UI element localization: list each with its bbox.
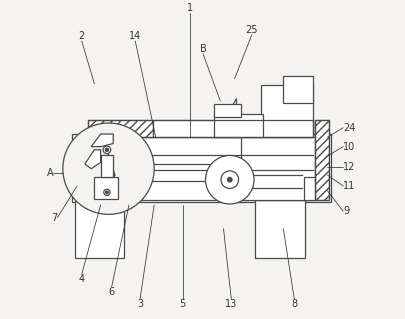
Text: 9: 9 (342, 206, 348, 216)
Bar (247, 120, 313, 137)
Circle shape (227, 177, 231, 182)
Circle shape (105, 148, 108, 152)
Bar (88, 120, 313, 137)
Text: 25: 25 (245, 25, 258, 35)
Circle shape (104, 189, 110, 196)
Text: 24: 24 (342, 123, 355, 133)
Bar (136, 164, 224, 181)
Bar (283, 76, 313, 102)
Bar (314, 120, 328, 200)
Text: 6: 6 (108, 287, 115, 297)
Text: 8: 8 (290, 300, 297, 309)
Bar (240, 137, 314, 200)
Bar (100, 154, 113, 176)
Polygon shape (85, 150, 100, 169)
Polygon shape (213, 98, 235, 137)
Bar (213, 114, 262, 137)
Circle shape (205, 155, 254, 204)
Bar (152, 120, 247, 137)
Circle shape (220, 171, 238, 189)
Circle shape (103, 146, 111, 153)
Circle shape (105, 191, 108, 194)
Bar (72, 134, 330, 202)
Bar (88, 120, 152, 137)
Text: 12: 12 (342, 162, 355, 172)
Text: 10: 10 (342, 142, 354, 152)
Text: A: A (47, 168, 53, 178)
Text: 7: 7 (51, 212, 58, 223)
Text: 2: 2 (79, 31, 85, 41)
Bar (261, 85, 313, 137)
Text: 5: 5 (179, 300, 185, 309)
Bar (94, 176, 118, 199)
Text: 11: 11 (342, 181, 354, 191)
Bar (314, 120, 328, 200)
Text: B: B (199, 44, 206, 54)
Bar (254, 200, 305, 258)
Circle shape (63, 123, 154, 214)
Bar (88, 137, 313, 200)
Text: 1: 1 (187, 3, 193, 13)
Bar (213, 104, 240, 117)
Bar (303, 176, 314, 200)
Bar (75, 200, 124, 258)
Text: 4: 4 (79, 274, 85, 284)
Polygon shape (91, 134, 113, 147)
Text: 13: 13 (225, 300, 237, 309)
Text: 14: 14 (129, 31, 141, 41)
Text: 3: 3 (136, 300, 143, 309)
